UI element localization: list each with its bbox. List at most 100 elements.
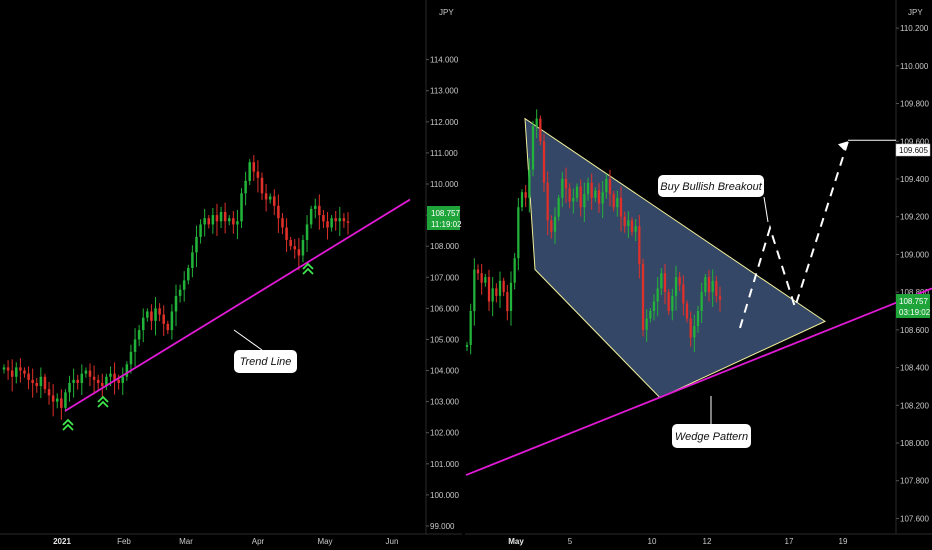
right-y-tick-label: 109.600 xyxy=(900,137,929,146)
right-candle-body xyxy=(579,186,582,208)
right-candle-body xyxy=(524,192,527,198)
right-candle-body xyxy=(506,292,509,311)
left-candle-body xyxy=(154,308,157,321)
right-y-tick-label: 110.000 xyxy=(900,62,929,71)
projected-path-arrowhead xyxy=(838,141,848,151)
left-candle-body xyxy=(105,376,108,387)
left-candle-body xyxy=(240,193,243,222)
left-candle-body xyxy=(264,193,268,200)
wedge-callout-box xyxy=(672,424,751,448)
trend-line-callout-pointer xyxy=(233,329,263,351)
right-chart-pane[interactable]: 110.200 110.000 109.800 109.600 109.400 109.2… xyxy=(465,0,932,546)
right-last-price: 108.757 xyxy=(899,297,928,306)
left-candle-body xyxy=(19,367,22,371)
right-candle-body xyxy=(572,197,575,202)
right-candle-body xyxy=(718,295,722,300)
right-x-tick-label: 5 xyxy=(568,537,573,546)
trend-line-label: Trend Line xyxy=(240,356,292,368)
right-candle-body xyxy=(612,194,615,208)
breakout-callout-pointer xyxy=(763,196,769,223)
left-candle-body xyxy=(215,215,219,222)
right-candle-body xyxy=(652,301,656,311)
right-y-tick-label: 108.600 xyxy=(900,326,929,335)
left-candle-body xyxy=(326,221,329,228)
right-candle-body xyxy=(535,118,538,127)
right-candle-body xyxy=(663,273,667,293)
left-candle-body xyxy=(60,398,63,408)
left-candle-body xyxy=(305,224,309,240)
right-candle-body xyxy=(711,280,714,293)
left-candle-body xyxy=(227,218,231,222)
left-candle-body xyxy=(27,373,30,380)
left-candle-body xyxy=(146,311,149,318)
right-price-badge-bg xyxy=(896,294,930,318)
left-candle-body xyxy=(342,218,346,222)
right-candle-body xyxy=(627,220,630,227)
left-candle-body xyxy=(166,323,170,331)
right-candle-body xyxy=(594,190,597,198)
left-last-price: 108.757 xyxy=(431,209,460,218)
left-candle-body xyxy=(2,367,6,370)
left-candle-body xyxy=(23,370,26,374)
left-candle-body xyxy=(191,252,194,268)
left-candle-body xyxy=(260,177,264,194)
left-candle-body xyxy=(141,317,145,331)
bounce-marker-2 xyxy=(97,395,109,408)
right-candle-body xyxy=(674,277,678,296)
right-candle-body xyxy=(542,141,546,183)
right-candle-body xyxy=(586,182,590,195)
right-candle-body xyxy=(528,169,531,198)
left-chart-pane[interactable]: 114.000113.000112.000111.000110.000109.0… xyxy=(0,0,462,546)
trend-line-callout-box xyxy=(234,350,297,373)
left-candle-body xyxy=(293,246,297,250)
left-candle-body xyxy=(15,367,18,377)
chevron-up-icon xyxy=(97,400,109,408)
right-countdown: 03:19:02 xyxy=(899,308,931,317)
left-x-tick-label: Mar xyxy=(179,537,193,546)
right-candle-body xyxy=(557,197,560,217)
right-y-tick-label: 107.800 xyxy=(900,477,929,486)
left-candle-body xyxy=(301,239,305,256)
left-price-badge-bg xyxy=(427,206,460,230)
right-candle-body xyxy=(473,269,476,311)
breakout-label: Buy Bullish Breakout xyxy=(660,181,762,193)
right-candle-body xyxy=(531,126,535,170)
right-candle-body xyxy=(608,178,612,195)
left-candle-body xyxy=(281,218,284,228)
right-candle-body xyxy=(634,226,637,232)
left-candle-body xyxy=(195,236,198,253)
right-candle-body xyxy=(520,192,524,208)
right-candle-body xyxy=(682,284,685,304)
chevron-up-icon xyxy=(62,423,74,431)
right-currency-label: JPY xyxy=(908,8,923,17)
left-candle-body xyxy=(117,379,120,383)
right-y-tick-label: 108.200 xyxy=(900,401,929,410)
right-price-badge: 108.757 03:19:02 xyxy=(896,294,931,318)
right-y-tick-label: 107.600 xyxy=(900,514,929,523)
right-y-tick-label: 109.400 xyxy=(900,175,929,184)
wedge-label: Wedge Pattern xyxy=(675,431,748,443)
left-candle-body xyxy=(322,215,325,222)
right-candle-body xyxy=(693,326,696,338)
breakout-callout: Buy Bullish Breakout xyxy=(658,175,764,197)
left-candle-body xyxy=(162,314,165,324)
left-candle-body xyxy=(297,249,301,256)
right-candle-body xyxy=(568,188,571,202)
left-candle-body xyxy=(92,376,96,380)
left-candle-body xyxy=(178,289,182,296)
right-candle-body xyxy=(623,216,626,227)
right-y-tick-label: 108.800 xyxy=(900,288,929,297)
left-candle-body xyxy=(101,382,104,387)
left-y-tick-label: 103.000 xyxy=(430,398,459,407)
breakout-callout-box xyxy=(658,175,764,197)
left-candle-body xyxy=(129,351,133,365)
left-candle-body xyxy=(72,379,75,383)
right-y-tick-label: 108.400 xyxy=(900,364,929,373)
right-candle-body xyxy=(605,178,608,193)
right-candle-body xyxy=(498,280,502,296)
left-candle-body xyxy=(113,373,116,380)
right-x-tick-label: 10 xyxy=(648,537,657,546)
projected-path-line xyxy=(739,140,849,329)
right-candle-body xyxy=(707,277,711,293)
